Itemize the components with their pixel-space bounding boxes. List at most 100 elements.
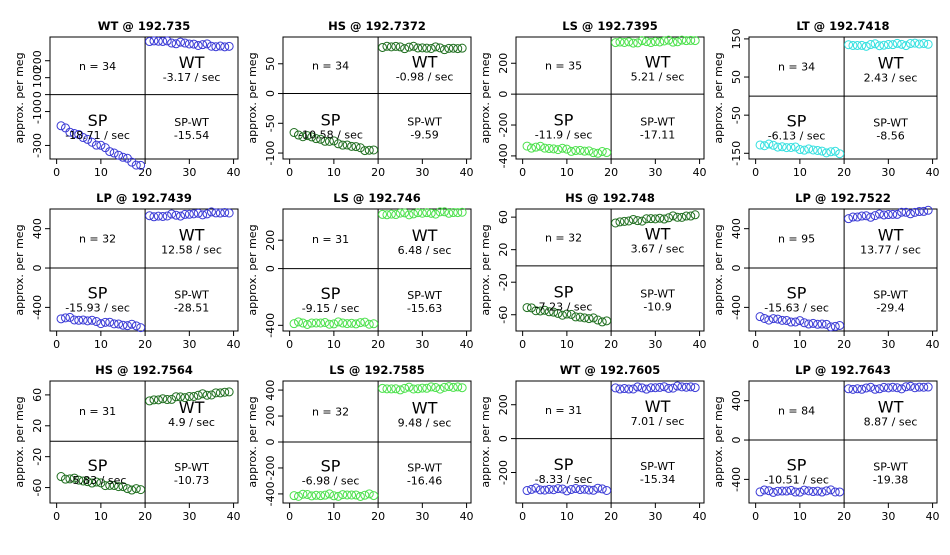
wt-point (220, 208, 230, 218)
wt-point (153, 211, 163, 221)
sp-point (593, 483, 603, 493)
wt-point (422, 383, 432, 393)
wt-point (619, 216, 629, 226)
wt-point (628, 38, 638, 48)
y-tick-label: 200 (497, 394, 510, 415)
sp-point (289, 491, 299, 501)
wt-point (672, 381, 682, 391)
wt-point (659, 214, 669, 224)
wt-rate-label: 5.21 / sec (631, 71, 685, 84)
sp-point (91, 477, 101, 487)
sp-point (347, 490, 357, 500)
sp-point (826, 322, 836, 332)
panel-title: WT @ 192.735 (98, 19, 190, 33)
sp-point (342, 319, 352, 329)
sp-point (118, 482, 128, 492)
y-tick-label: 20 (497, 243, 510, 257)
sp-point (795, 316, 805, 326)
spwt-label: SP-WT (174, 116, 209, 129)
x-tick-label: 0 (752, 166, 759, 179)
sp-point (593, 315, 603, 325)
y-axis-label: approx. per meg (13, 52, 26, 143)
wt-point (870, 384, 880, 394)
wt-point (193, 208, 203, 218)
sp-point (597, 484, 607, 494)
wt-label: WT (645, 53, 671, 72)
wt-point (664, 383, 674, 393)
wt-point (408, 384, 418, 394)
sp-point (821, 486, 831, 496)
sp-point (56, 314, 66, 324)
wt-point (879, 210, 889, 220)
sp-point (566, 309, 576, 319)
x-tick-label: 10 (327, 338, 341, 351)
wt-point (211, 42, 221, 52)
wt-point (378, 209, 388, 219)
sp-point (109, 319, 119, 329)
wt-point (910, 383, 920, 393)
wt-point (404, 210, 414, 220)
y-tick-label: -60 (497, 306, 510, 324)
sp-point (813, 319, 823, 329)
sp-point (87, 315, 97, 325)
wt-label: WT (412, 52, 438, 71)
wt-point (149, 36, 159, 46)
spwt-value-label: -8.56 (876, 130, 904, 143)
panel-title: LT @ 192.7418 (796, 19, 889, 33)
spwt-label: SP-WT (873, 461, 908, 474)
wt-point (848, 384, 858, 394)
sp-point (351, 142, 361, 152)
wt-label: WT (179, 53, 205, 72)
sp-rate-label: -11.9 / sec (535, 129, 593, 142)
sp-point (522, 303, 532, 313)
y-tick-label: 0 (497, 91, 510, 98)
spwt-label: SP-WT (873, 289, 908, 302)
sp-point (786, 317, 796, 327)
wt-point (175, 211, 185, 221)
y-tick-label: -100 (31, 99, 44, 124)
sp-point (755, 312, 765, 322)
sp-point (333, 317, 343, 327)
y-tick-label: 60 (31, 388, 44, 402)
sp-point (566, 146, 576, 156)
sp-point (790, 487, 800, 497)
wt-point (198, 40, 208, 50)
wt-rate-label: 7.01 / sec (631, 415, 685, 428)
sp-point (799, 485, 809, 495)
sp-point (329, 491, 339, 501)
sp-point (597, 146, 607, 156)
sp-point (122, 484, 132, 494)
wt-point (681, 36, 691, 46)
sp-point (118, 320, 128, 330)
sp-rate-label: -7.23 / sec (535, 300, 593, 313)
wt-point (923, 205, 933, 215)
y-tick-label: 0 (31, 265, 44, 272)
sp-point (369, 319, 379, 329)
sp-point (826, 147, 836, 157)
sp-point (804, 144, 814, 154)
sp-point (69, 315, 79, 325)
wt-point (892, 38, 902, 48)
wt-point (378, 42, 388, 52)
sp-point (338, 490, 348, 500)
x-tick-label: 10 (94, 510, 108, 523)
wt-point (901, 207, 911, 217)
wt-point (681, 382, 691, 392)
sp-point (96, 140, 106, 150)
sp-point (799, 145, 809, 155)
x-tick-label: 40 (460, 166, 474, 179)
sp-point (817, 487, 827, 497)
sp-point (69, 128, 79, 138)
sp-point (369, 491, 379, 501)
wt-point (391, 384, 401, 394)
spwt-value-label: -15.34 (640, 473, 675, 486)
sp-point (821, 319, 831, 329)
wt-point (202, 390, 212, 400)
x-tick-label: 20 (371, 166, 385, 179)
sp-point (127, 319, 137, 329)
wt-point (189, 391, 199, 401)
sp-point (830, 487, 840, 497)
x-tick-label: 0 (53, 510, 60, 523)
wt-point (413, 208, 423, 218)
wt-point (655, 382, 665, 392)
